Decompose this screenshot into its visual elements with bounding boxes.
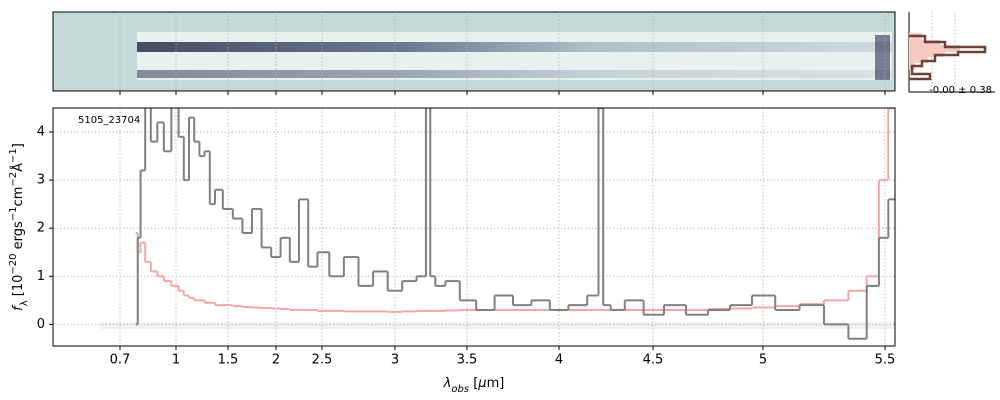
histogram-fill xyxy=(909,33,960,70)
label-part: ergs xyxy=(11,221,26,253)
spectrum-2d-trace xyxy=(137,70,892,78)
label-part: ] xyxy=(11,143,26,148)
y-tick-label: 2 xyxy=(37,221,45,236)
label-part: cm xyxy=(11,187,26,207)
noise-label: -0.00 ± 0.38 xyxy=(929,85,992,96)
zero-band xyxy=(100,322,895,329)
label-part: λ xyxy=(443,376,452,391)
x-tick-label: 1 xyxy=(172,353,180,368)
x-tick-label: 2.5 xyxy=(312,353,333,368)
label-part: −1 xyxy=(8,148,19,163)
x-tick-label: 4 xyxy=(555,353,563,368)
x-tick-label: 2 xyxy=(272,353,280,368)
spectrum-2d-edge xyxy=(875,35,890,80)
x-tick-label: 5 xyxy=(759,353,767,368)
label-part: −20 xyxy=(8,253,19,274)
top-ticks xyxy=(119,12,886,95)
spectrum xyxy=(135,108,895,340)
label-part: [10 xyxy=(11,275,26,301)
label-part: −1 xyxy=(8,206,19,221)
spectrum-2d-panel xyxy=(52,11,896,92)
label-part: obs xyxy=(451,384,469,395)
label-part: μ xyxy=(477,376,486,391)
label-part: −2 xyxy=(8,172,19,187)
x-tick-label: 3 xyxy=(391,353,399,368)
label-part: Å xyxy=(10,163,26,172)
axes: 0.7 1 1.5 2 2.5 3 3.5 4 4.5 5 5.5 0 1 2 3 4 xyxy=(37,125,896,368)
spectrum-2d-trace xyxy=(137,42,892,52)
y-axis-label: fλ [10−20 ergs−1cm−2Å−1] xyxy=(8,143,30,311)
plot-frame xyxy=(52,107,896,347)
x-tick-label: 3.5 xyxy=(457,353,478,368)
label-part: [ xyxy=(469,376,478,391)
x-axis-label: λobs [μm] xyxy=(443,376,505,395)
y-tick-label: 3 xyxy=(37,173,45,188)
y-tick-label: 0 xyxy=(37,317,45,332)
y-tick-label: 1 xyxy=(37,269,45,284)
y-tick-label: 4 xyxy=(37,125,45,140)
noise-histogram: -0.00 ± 0.38 xyxy=(908,12,995,96)
x-tick-label: 1.5 xyxy=(218,353,239,368)
x-tick-label: 5.5 xyxy=(875,353,896,368)
x-tick-label: 0.7 xyxy=(110,353,131,368)
label-part: λ xyxy=(19,300,30,306)
label-part: f xyxy=(11,304,26,311)
histogram-line xyxy=(909,34,987,81)
label-part: m] xyxy=(487,376,505,391)
object-label: 5105_23704 xyxy=(78,115,140,126)
x-tick-label: 4.5 xyxy=(643,353,664,368)
